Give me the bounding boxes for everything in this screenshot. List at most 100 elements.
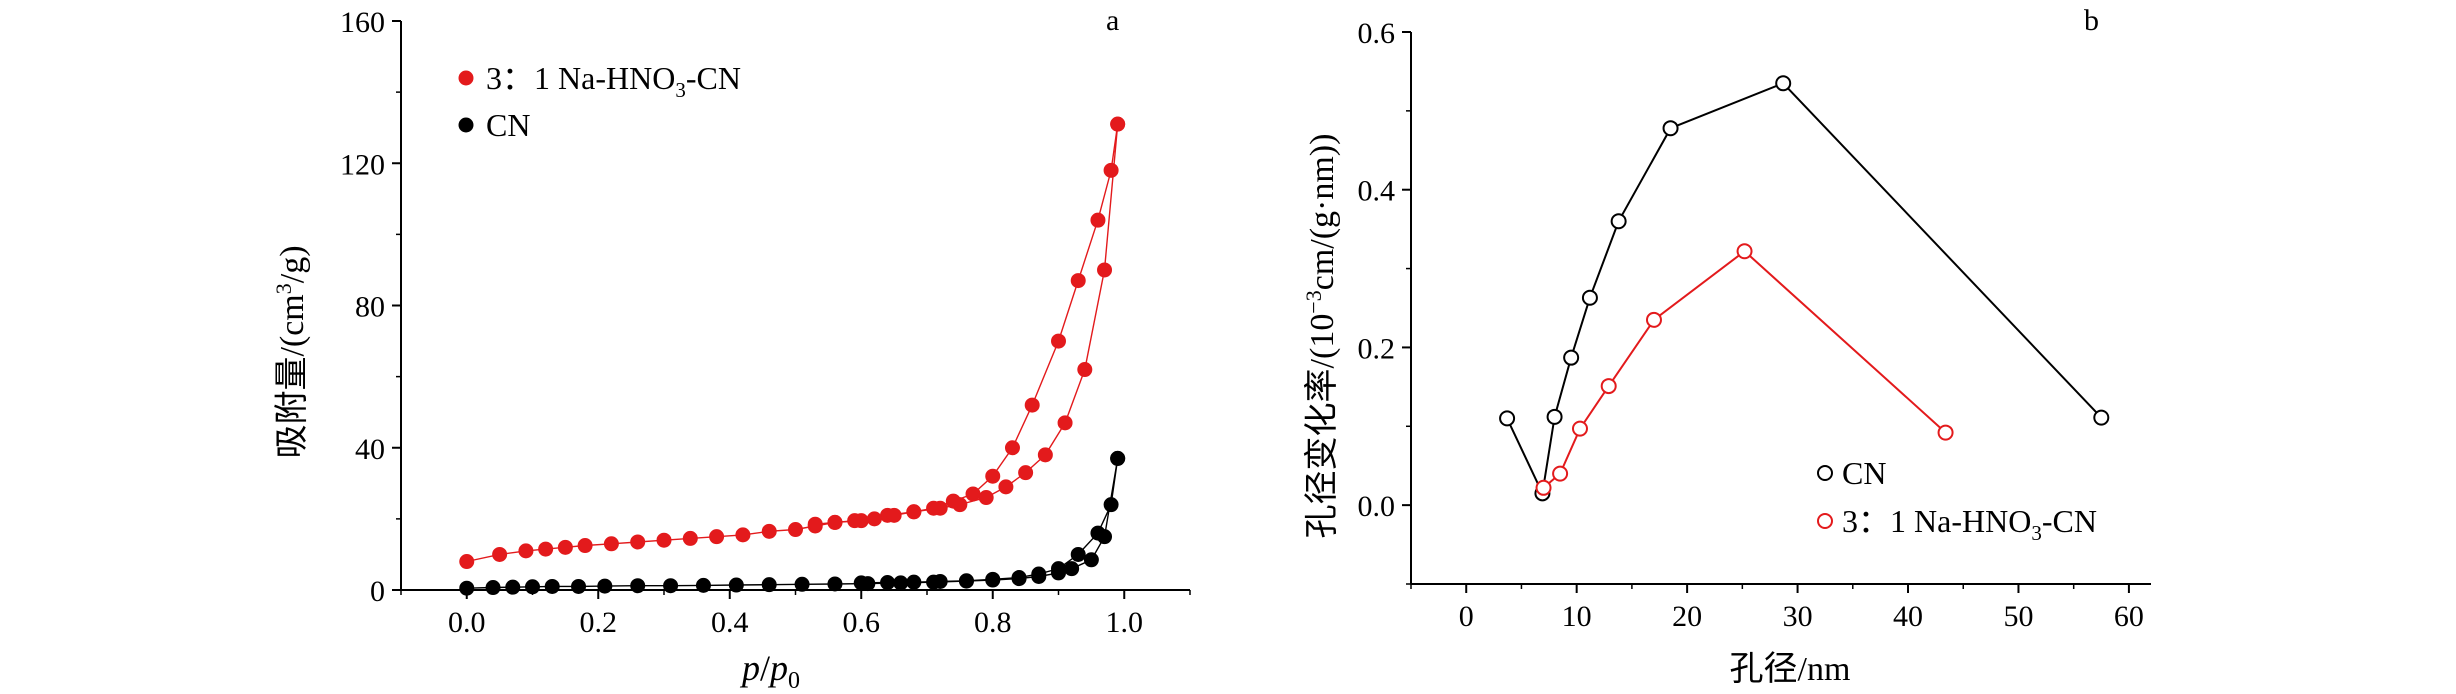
panel-a-na-hno3-cn-desorption-point [1024, 397, 1040, 413]
panel-b-legend: CN 3：1 Na-HNO3-CN [1817, 455, 2097, 545]
panel-a-na-hno3-cn-desorption-point [886, 507, 902, 523]
panel-a-na-hno3-cn-adsorption-point [735, 527, 751, 543]
panel-a-y-tick-label: 120 [340, 148, 385, 181]
panel-a-na-hno3-cn-desorption-point [985, 468, 1001, 484]
panel-b-x-axis-label: 孔径/nm [1730, 650, 1851, 688]
panel-a-x-tick-label: 0.0 [448, 606, 486, 639]
panel-a-legend: 3：1 Na-HNO3-CN CN [458, 60, 741, 143]
panel-a-cn-desorption-point [1110, 450, 1126, 466]
panel-a-na-hno3-cn-adsorption-point [1018, 465, 1034, 481]
panel-a-na-hno3-cn-adsorption-point [1057, 415, 1073, 431]
panel-b-x-tick-label: 50 [2003, 600, 2033, 633]
panel-b-series [1499, 75, 2110, 502]
panel-a-cn-desorption-point [1090, 525, 1106, 541]
panel-a-na-hno3-cn-desorption-point [866, 511, 882, 527]
panel-b-x-tick-label: 40 [1893, 600, 1923, 633]
panel-a-y-tick-label: 40 [355, 433, 385, 466]
panel-a-na-hno3-cn-adsorption-point [492, 546, 508, 562]
panel-a-axes: 0.0 0.2 0.4 0.6 0.8 1.0 0 40 80 120 160 [340, 6, 1191, 639]
panel-b-x-tick-label: 0 [1459, 600, 1474, 633]
panel-a-na-hno3-cn-desorption-point [1103, 162, 1119, 178]
panel-a-legend-label: CN [486, 107, 530, 143]
panel-b-x-tick-label: 60 [2114, 600, 2144, 633]
panel-a-na-hno3-cn-desorption-point [1090, 212, 1106, 228]
panel-b-legend-marker [1817, 465, 1833, 481]
panel-a-label: a [1106, 4, 1119, 37]
panel-b-y-tick-label: 0.0 [1358, 490, 1396, 523]
panel-b-cn-point [1581, 289, 1598, 306]
panel-a-cn-adsorption-point [1064, 561, 1080, 577]
panel-a-na-hno3-cn-desorption-point [906, 504, 922, 520]
panel-a-na-hno3-cn-adsorption-point [1037, 447, 1053, 463]
panel-b-legend-label: CN [1842, 455, 1886, 491]
panel-a-cn-adsorption-point [630, 578, 646, 594]
panel-a-x-tick-label: 1.0 [1106, 606, 1144, 639]
panel-b-x-tick-label: 10 [1562, 600, 1592, 633]
panel-a-y-tick-label: 160 [340, 6, 385, 39]
panel-a-na-hno3-cn-adsorption-point [998, 479, 1014, 495]
panel-b-x-tick-label: 30 [1783, 600, 1813, 633]
panel-a-na-hno3-cn-adsorption-point [518, 543, 534, 559]
panel-a-na-hno3-cn-adsorption-point [682, 530, 698, 546]
panel-b-na-hno3-cn-point [1571, 420, 1588, 437]
panel-a-na-hno3-cn-adsorption-point [656, 532, 672, 548]
panel-a-cn-adsorption-point [571, 578, 587, 594]
panel-a-na-hno3-cn-adsorption-point [538, 541, 554, 557]
panel-b-legend-label: 3：1 Na-HNO3-CN [1842, 503, 2097, 545]
panel-a-na-hno3-cn-adsorption-point [603, 536, 619, 552]
panel-b-na-hno3-cn-point [1600, 378, 1617, 395]
panel-b-cn-point [1563, 349, 1580, 366]
panel-a-cn-desorption-point [1011, 570, 1027, 586]
panel-a-cn-adsorption-point [761, 577, 777, 593]
panel-a-na-hno3-cn-adsorption-point [1077, 362, 1093, 378]
panel-b-x-tick-label: 20 [1672, 600, 1702, 633]
panel-a-cn-adsorption-point [695, 577, 711, 593]
panel-a-cn-desorption-point [1070, 546, 1086, 562]
panel-a-cn-adsorption-point [485, 580, 501, 596]
panel-a-cn-adsorption-point [459, 580, 475, 596]
panel-a-na-hno3-cn-desorption-point [1110, 116, 1126, 132]
panel-a-cn-desorption-point [932, 573, 948, 589]
panel-a-cn-adsorption-point [525, 579, 540, 595]
panel-b-legend-marker [1817, 513, 1833, 529]
panel-a-na-hno3-cn-desorption-point [1051, 333, 1066, 349]
panel-b-label: b [2084, 4, 2099, 37]
panel-a-cn-desorption-point [958, 573, 974, 589]
panel-b-na-hno3-cn-point [1645, 311, 1662, 328]
panel-a-legend-marker [458, 117, 474, 133]
panel-b-pore-size-distribution: 0 10 20 30 40 50 60 0.0 0.2 0.4 0.6 CN 3：1 Na-HNO3-… [1301, 4, 2151, 688]
panel-b-cn-point [1775, 75, 1792, 92]
panel-a-y-axis-label: 吸附量/(cm3/g) [271, 245, 311, 458]
panel-a-na-hno3-cn-adsorption-point [459, 554, 475, 570]
panel-a-cn-adsorption-point [827, 576, 843, 592]
panel-b-na-hno3-cn-line [1542, 249, 1947, 489]
panel-b-cn-point [1546, 408, 1563, 425]
panel-a-cn-adsorption-point [597, 578, 613, 594]
panel-a-cn-adsorption-point [1083, 552, 1099, 568]
panel-a-cn-desorption-point [1031, 566, 1047, 582]
panel-b-cn-point [1499, 410, 1516, 427]
panel-a-cn-desorption-point [880, 575, 896, 591]
panel-b-na-hno3-cn-point [1552, 465, 1569, 482]
panel-a-na-hno3-cn-desorption-point [926, 500, 942, 516]
panel-a-na-hno3-cn-adsorption-point [709, 529, 725, 545]
panel-a-na-hno3-cn-adsorption-point [1097, 262, 1113, 278]
panel-b-cn-point [1662, 120, 1679, 137]
panel-a-na-hno3-cn-adsorption-point [577, 538, 593, 554]
panel-a-na-hno3-cn-desorption-point [847, 513, 863, 529]
panel-a-x-tick-label: 0.2 [580, 606, 618, 639]
panel-a-na-hno3-cn-desorption-line [815, 124, 1119, 525]
panel-a-cn-desorption-point [853, 575, 869, 591]
panel-a-na-hno3-cn-desorption-point [965, 486, 981, 502]
panel-a-cn-adsorption-point [728, 577, 744, 593]
panel-a-cn-adsorption-point [663, 578, 679, 594]
panel-a-na-hno3-cn-adsorption-point [761, 523, 777, 539]
panel-a-na-hno3-cn-desorption-point [1070, 273, 1086, 289]
panel-b-na-hno3-cn-point [1535, 479, 1552, 496]
panel-a-cn-adsorption-point [794, 576, 810, 592]
panel-b-cn-point [1610, 213, 1627, 230]
panel-a-series [459, 116, 1126, 596]
panel-a-cn-desorption-point [1103, 497, 1119, 513]
panel-b-y-tick-label: 0.4 [1358, 175, 1396, 208]
